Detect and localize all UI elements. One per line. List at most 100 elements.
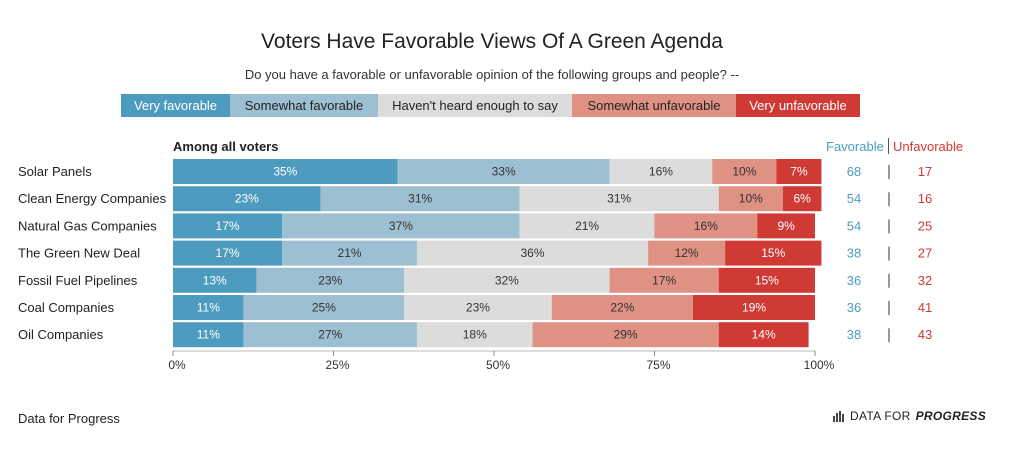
data-label: 35% [273,165,297,179]
category-label: Natural Gas Companies [18,218,157,233]
data-label: 15% [755,273,779,287]
data-label: 21% [575,219,599,233]
unfavorable-value: 25 [918,218,932,233]
data-label: 17% [652,273,676,287]
data-label: 10% [739,192,763,206]
category-label: Coal Companies [18,300,115,315]
bar-segment [712,159,777,184]
column-header-divider [888,138,889,154]
bar-segment [718,186,783,212]
unfavorable-value: 16 [918,191,932,206]
bar-segment [782,186,822,212]
data-label: 11% [197,301,220,315]
bar-segment [718,322,809,348]
bar-segment [693,295,815,320]
bar-segment [173,159,398,184]
category-label: Fossil Fuel Pipelines [18,273,138,288]
bar-segment [282,240,417,266]
bar-segment [519,213,655,239]
data-label: 17% [216,219,240,233]
favorable-value: 38 [847,327,861,342]
favorable-value: 36 [847,273,861,288]
data-label: 14% [752,328,776,342]
data-label: 16% [649,165,673,179]
unfavorable-value: 17 [918,164,932,179]
data-label: 13% [203,273,227,287]
bar-segment [320,186,520,212]
data-label: 19% [742,301,766,315]
favorable-value: 68 [847,164,861,179]
favorable-value: 36 [847,300,861,315]
data-label: 11% [197,328,220,342]
data-label: 31% [607,192,631,206]
brand-logo: DATA FOR PROGRESS [833,409,986,423]
bar-segment [404,267,610,293]
brand-name: PROGRESS [915,409,987,423]
bar-segment [654,213,758,239]
source-note: Data for Progress [18,411,120,426]
favorable-value: 38 [847,246,861,261]
data-label: 27% [318,328,342,342]
legend-somewhat-unfavorable: Somewhat unfavorable [572,94,736,117]
data-label: 17% [216,246,240,260]
data-label: 16% [694,219,718,233]
x-tick-label: 0% [168,358,186,372]
data-label: 32% [495,273,519,287]
bar-chart-icon [833,410,844,422]
unfavorable-value: 43 [918,327,932,342]
bar-segment [173,267,257,293]
bar-segment [609,267,719,293]
legend-somewhat-favorable: Somewhat favorable [230,94,378,117]
data-label: 31% [408,192,432,206]
bar-segment [256,267,405,293]
favorable-value: 54 [847,191,861,206]
bar-segment [648,240,726,266]
bar-segment [243,322,417,348]
favorable-value: 54 [847,218,861,233]
data-label: 22% [610,301,634,315]
bar-segment [757,213,815,239]
bar-segment [416,322,533,348]
data-label: 29% [614,328,638,342]
bar-segment [718,267,815,293]
data-label: 12% [675,246,699,260]
x-tick-label: 50% [486,358,510,372]
bar-segment [776,159,822,184]
bar-segment [551,295,694,320]
data-label: 18% [463,328,487,342]
legend-very-favorable: Very favorable [121,94,230,117]
bar-segment [519,186,719,212]
legend-very-unfavorable: Very unfavorable [736,94,860,117]
data-label: 23% [318,273,342,287]
legend-havent-heard: Haven't heard enough to say [378,94,572,117]
bar-segment [173,240,283,266]
bar-segment [282,213,520,239]
data-label: 7% [790,165,808,179]
data-label: 33% [492,165,516,179]
data-label: 23% [235,192,259,206]
data-label: 21% [338,246,362,260]
unfavorable-value: 27 [918,246,932,261]
unfavorable-value: 32 [918,273,932,288]
category-label: The Green New Deal [18,246,140,261]
chart-title: Voters Have Favorable Views Of A Green A… [261,30,723,53]
x-tick-label: 25% [325,358,349,372]
category-label: Solar Panels [18,164,92,179]
bar-segment [173,322,244,348]
data-label: 15% [761,246,785,260]
chart-subtitle: Do you have a favorable or unfavorable o… [244,67,740,82]
bar-segment [725,240,822,266]
bar-segment [173,213,283,239]
brand-prefix: DATA FOR [850,409,911,423]
data-label: 36% [521,246,545,260]
bar-segment [173,186,321,212]
favorable-column-header: Favorable [826,139,884,154]
unfavorable-column-header: Unfavorable [893,139,964,154]
section-label: Among all voters [173,139,279,154]
data-label: 6% [793,192,811,206]
bar-segment [173,295,244,320]
bar-segment [404,295,552,320]
data-label: 23% [466,301,490,315]
bar-segment [532,322,719,348]
